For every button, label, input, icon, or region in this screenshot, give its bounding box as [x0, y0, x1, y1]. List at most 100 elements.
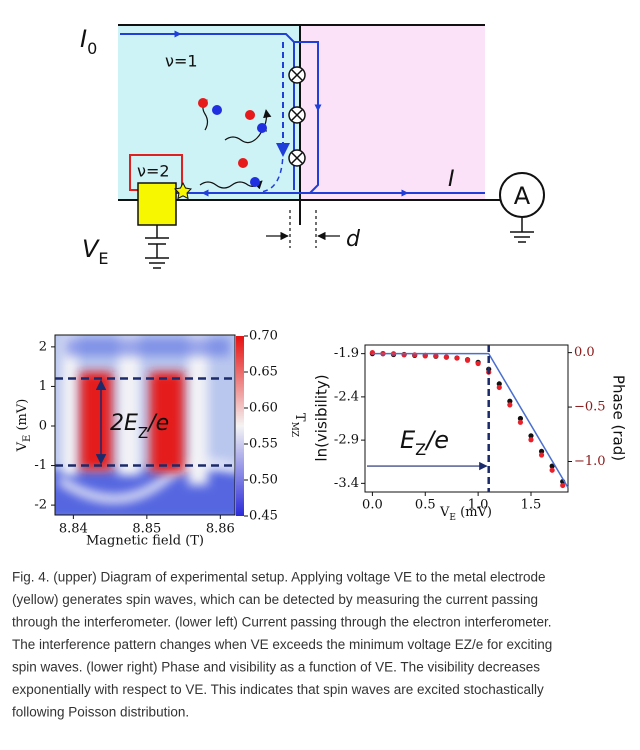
- y-tick-label: -2.9: [334, 433, 359, 448]
- label-part: (mV): [15, 399, 30, 435]
- ground: [145, 217, 534, 269]
- label-part: 2E: [110, 411, 138, 436]
- x-axis-label: VE (mV): [439, 505, 492, 523]
- x-tick-label: 8.86: [206, 522, 235, 537]
- colorbar: [236, 336, 244, 516]
- y-tick-label: 2: [39, 339, 47, 354]
- data-point: [443, 354, 450, 360]
- label-nu1: ν=1: [165, 52, 198, 71]
- data-point: [528, 437, 534, 443]
- data-point: [528, 433, 534, 439]
- data-point: [433, 353, 439, 359]
- y2-tick-label: 0.0: [574, 345, 595, 360]
- label-part: V: [15, 441, 30, 452]
- x-tick-label: 0.5: [415, 498, 436, 513]
- data-point: [507, 402, 513, 408]
- label-part: V: [439, 505, 450, 520]
- data-point: [538, 452, 545, 458]
- label-part: /e: [146, 411, 169, 436]
- edge-channel: [294, 41, 319, 194]
- x-tick-label: 8.85: [132, 522, 161, 537]
- label-part: MZ: [290, 422, 300, 437]
- label-nu2: ν=2: [137, 162, 170, 181]
- data-point: [369, 350, 376, 356]
- label: I: [80, 25, 87, 53]
- label-part: Z: [138, 424, 148, 442]
- y-tick-label: 0: [39, 418, 47, 433]
- region-right: [300, 25, 485, 200]
- label-part: T: [293, 413, 308, 422]
- label-part: /e: [424, 426, 449, 454]
- fit-line: [372, 352, 569, 489]
- colorbar-tick-label: 0.65: [249, 365, 278, 380]
- annotation: EZ/e: [400, 426, 449, 459]
- setup-diagram: I0 ν=1 ν=2 I A VE d: [80, 24, 545, 269]
- caption-line: through the interferometer. (lower left)…: [12, 615, 552, 630]
- label: 0: [87, 39, 97, 58]
- data-point: [475, 360, 481, 367]
- x-tick-label: 8.84: [59, 522, 88, 537]
- y-tick-label: -3.4: [334, 476, 359, 491]
- caption-line: exponentially with respect to VE. This i…: [12, 682, 544, 697]
- d-marker: [266, 210, 340, 248]
- caption-line: Fig. 4. (upper) Diagram of experimental …: [12, 570, 546, 585]
- data-point: [422, 353, 428, 359]
- colorbar-tick-label: 0.45: [249, 509, 278, 524]
- y-tick-label: -2.4: [334, 389, 359, 404]
- data-point: [496, 381, 502, 387]
- label-d: d: [346, 227, 361, 252]
- star: [173, 181, 193, 200]
- colorbar-tick-label: 0.55: [249, 437, 278, 452]
- data-point: [549, 463, 555, 469]
- label-part: Z: [415, 440, 426, 459]
- y2-tick-label: −0.5: [574, 400, 606, 415]
- y-tick-label: -1: [34, 458, 47, 473]
- colorbar-label: TMZ: [290, 413, 308, 437]
- data-point: [454, 355, 460, 361]
- electrode: [137, 182, 177, 226]
- crosses: [288, 66, 306, 167]
- data-point: [517, 419, 524, 425]
- caption-line: spin waves. (lower right) Phase and visi…: [12, 660, 540, 675]
- annotation: 2EZ/e: [110, 411, 169, 442]
- y-axis-label: ln(visibility): [313, 374, 331, 461]
- y-tick-label: 1: [39, 379, 47, 394]
- label: V: [82, 235, 100, 263]
- x-tick-label: 1.0: [468, 498, 489, 513]
- y-axis-label: VE (mV): [15, 399, 34, 453]
- label-part: E: [400, 426, 416, 454]
- x-tick-label: 0.0: [362, 498, 383, 513]
- y-tick-label: -1.9: [334, 346, 359, 361]
- data-point: [496, 384, 502, 391]
- y2-axis-label: Phase (rad): [610, 375, 628, 461]
- colorbar-tick-label: 0.70: [249, 329, 278, 344]
- caption-line: following Poisson distribution.: [12, 705, 189, 720]
- colorbar-tick-label: 0.60: [249, 401, 278, 416]
- label-part: E: [22, 435, 33, 442]
- caption-line: (yellow) generates spin waves, which can…: [12, 592, 538, 607]
- caption-line: The interference pattern changes when VE…: [12, 637, 552, 652]
- data-point: [507, 398, 513, 404]
- spins: [198, 98, 267, 187]
- y2-tick-label: −1.0: [574, 454, 606, 469]
- label: E: [98, 249, 108, 268]
- label-I: I: [448, 167, 455, 192]
- label-part: (mV): [456, 505, 492, 520]
- ammeter: [499, 172, 545, 218]
- data-point: [464, 357, 471, 363]
- x-axis-label: Magnetic field (T): [86, 534, 204, 549]
- data-point: [549, 467, 555, 473]
- y-tick-label: -2: [34, 498, 47, 513]
- data-point: [517, 415, 524, 422]
- heatmap-image: [55, 335, 235, 515]
- x-tick-label: 1.5: [521, 498, 542, 513]
- plot-frame: [364, 344, 569, 493]
- colorbar-tick-label: 0.50: [249, 473, 278, 488]
- label-I0: I0: [80, 25, 97, 58]
- label-VE: VE: [82, 235, 109, 268]
- plot-frame: [54, 334, 236, 516]
- label-part: E: [449, 513, 456, 523]
- dashed-path: [259, 149, 284, 193]
- label-A: A: [514, 182, 531, 210]
